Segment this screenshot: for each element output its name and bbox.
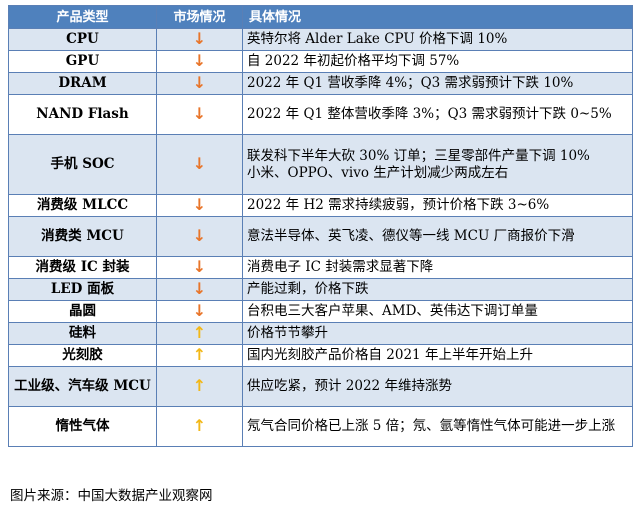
down-arrow-icon: ↓ (192, 278, 207, 298)
product-detail: 意法半导体、英飞凌、德仪等一线 MCU 厂商报价下滑 (242, 216, 633, 257)
product-detail: 2022 年 Q1 营收季降 4%；Q3 需求弱预计下跌 10% (242, 72, 633, 95)
product-name: 硅料 (8, 322, 157, 345)
product-name: DRAM (8, 72, 157, 95)
product-detail: 国内光刻胶产品价格自 2021 年上半年开始上升 (242, 344, 633, 367)
table-row: 硅料 ↑ 价格节节攀升 (8, 322, 633, 345)
product-name: 工业级、汽车级 MCU (8, 366, 157, 407)
product-detail: 供应吃紧，预计 2022 年维持涨势 (242, 366, 633, 407)
down-arrow-icon: ↓ (192, 72, 207, 92)
table-row: CPU ↓ 英特尔将 Alder Lake CPU 价格下调 10% (8, 28, 633, 51)
table-row: 光刻胶 ↑ 国内光刻胶产品价格自 2021 年上半年开始上升 (8, 344, 633, 367)
product-detail: 英特尔将 Alder Lake CPU 价格下调 10% (242, 28, 633, 51)
table-header-row: 产品类型 市场情况 具体情况 (8, 5, 633, 29)
up-arrow-icon: ↑ (192, 322, 207, 342)
product-detail: 联发科下半年大砍 30% 订单；三星零部件产量下调 10% 小米、OPPO、vi… (242, 134, 633, 195)
table-row: DRAM ↓ 2022 年 Q1 营收季降 4%；Q3 需求弱预计下跌 10% (8, 72, 633, 95)
table-row: 消费级 IC 封装 ↓ 消费电子 IC 封装需求显著下降 (8, 256, 633, 279)
table-row: 工业级、汽车级 MCU ↑ 供应吃紧，预计 2022 年维持涨势 (8, 366, 633, 407)
header-market-status: 市场情况 (156, 5, 243, 29)
product-detail: 台积电三大客户苹果、AMD、英伟达下调订单量 (242, 300, 633, 323)
down-arrow-icon: ↓ (192, 153, 207, 173)
down-arrow-icon: ↓ (192, 256, 207, 276)
down-arrow-icon: ↓ (192, 50, 207, 70)
product-name: GPU (8, 50, 157, 73)
product-detail: 价格节节攀升 (242, 322, 633, 345)
table-row: LED 面板 ↓ 产能过剩，价格下跌 (8, 278, 633, 301)
product-detail: 2022 年 Q1 整体营收季降 3%；Q3 需求弱预计下跌 0~5% (242, 94, 633, 135)
product-name: 光刻胶 (8, 344, 157, 367)
product-name: LED 面板 (8, 278, 157, 301)
product-name: 消费级 MLCC (8, 194, 157, 217)
table-row: 消费类 MCU ↓ 意法半导体、英飞凌、德仪等一线 MCU 厂商报价下滑 (8, 216, 633, 257)
image-source-caption: 图片来源：中国大数据产业观察网 (10, 488, 213, 504)
up-arrow-icon: ↑ (192, 344, 207, 364)
product-detail-line-2: 小米、OPPO、vivo 生产计划减少两成左右 (247, 164, 509, 181)
down-arrow-icon: ↓ (192, 103, 207, 123)
up-arrow-icon: ↑ (192, 375, 207, 395)
down-arrow-icon: ↓ (192, 194, 207, 214)
table-row: 消费级 MLCC ↓ 2022 年 H2 需求持续疲弱，预计价格下跌 3~6% (8, 194, 633, 217)
down-arrow-icon: ↓ (192, 225, 207, 245)
product-detail: 2022 年 H2 需求持续疲弱，预计价格下跌 3~6% (242, 194, 633, 217)
product-name: CPU (8, 28, 157, 51)
down-arrow-icon: ↓ (192, 300, 207, 320)
market-table: 产品类型 市场情况 具体情况 CPU ↓ 英特尔将 Alder Lake CPU… (8, 5, 633, 447)
table-row: GPU ↓ 自 2022 年初起价格平均下调 57% (8, 50, 633, 73)
product-name: 惰性气体 (8, 406, 157, 447)
table-row: 惰性气体 ↑ 氖气合同价格已上涨 5 倍；氖、氩等惰性气体可能进一步上涨 (8, 406, 633, 447)
header-product-type: 产品类型 (8, 5, 157, 29)
down-arrow-icon: ↓ (192, 28, 207, 48)
product-name: 晶圆 (8, 300, 157, 323)
table-row: 晶圆 ↓ 台积电三大客户苹果、AMD、英伟达下调订单量 (8, 300, 633, 323)
product-detail: 消费电子 IC 封装需求显著下降 (242, 256, 633, 279)
product-detail: 氖气合同价格已上涨 5 倍；氖、氩等惰性气体可能进一步上涨 (242, 406, 633, 447)
up-arrow-icon: ↑ (192, 415, 207, 435)
table-row: NAND Flash ↓ 2022 年 Q1 整体营收季降 3%；Q3 需求弱预… (8, 94, 633, 135)
table-row: 手机 SOC ↓ 联发科下半年大砍 30% 订单；三星零部件产量下调 10% 小… (8, 134, 633, 195)
product-name: NAND Flash (8, 94, 157, 135)
product-name: 手机 SOC (8, 134, 157, 195)
product-detail: 产能过剩，价格下跌 (242, 278, 633, 301)
header-details: 具体情况 (242, 5, 633, 29)
product-detail-line-1: 联发科下半年大砍 30% 订单；三星零部件产量下调 10% (247, 147, 590, 164)
product-name: 消费类 MCU (8, 216, 157, 257)
product-name: 消费级 IC 封装 (8, 256, 157, 279)
product-detail: 自 2022 年初起价格平均下调 57% (242, 50, 633, 73)
